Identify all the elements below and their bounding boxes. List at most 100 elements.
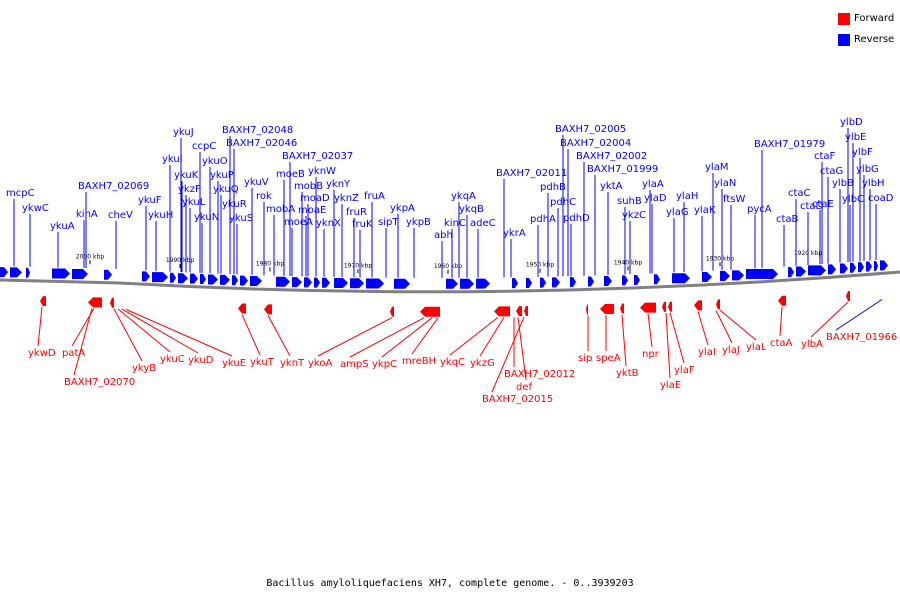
reverse-gene-label: ykpB [406, 217, 431, 228]
reverse-gene-arrow [304, 277, 312, 288]
reverse-gene-arrow [866, 261, 872, 272]
reverse-gene-arrow [152, 272, 168, 283]
forward-gene-label: ylaI [698, 347, 716, 358]
reverse-gene-arrow [746, 268, 778, 279]
reverse-gene-label: yknW [308, 166, 336, 177]
reverse-gene-arrow [322, 277, 330, 288]
forward-gene-label: BAXH7_02070 [64, 377, 135, 388]
forward-gene-arrow [110, 297, 114, 308]
forward-label-leader [317, 317, 393, 357]
legend-reverse-label: Reverse [854, 34, 895, 45]
forward-gene-arrow [600, 304, 614, 315]
reverse-gene-label: ykuS [229, 213, 253, 224]
reverse-gene-arrow [880, 260, 888, 271]
reverse-gene-arrow [232, 275, 238, 286]
reverse-gene-label: ylbB [832, 178, 854, 189]
reverse-gene-arrow [874, 260, 878, 271]
scale-ticks: 2000 kbp 1990 kbp 1980 kbp 1970 kbp 1960 kbp… [76, 250, 822, 274]
scale-tick-label: 2000 kbp [76, 253, 104, 260]
legend: Forward Reverse [838, 8, 894, 50]
reverse-gene-arrow [702, 271, 712, 282]
forward-label-leader [267, 315, 291, 357]
reverse-gene-label: adeC [470, 218, 496, 229]
reverse-gene-label: yknX [316, 218, 341, 229]
figure-caption: Bacillus amyloliquefaciens XH7, complete… [266, 578, 634, 589]
reverse-gene-label: ylaM [705, 162, 728, 173]
reverse-gene-label: fruR [346, 207, 367, 218]
forward-gene-label: BAXH7_01966 [826, 332, 897, 343]
reverse-gene-label: ykuO [202, 156, 228, 167]
forward-gene-label: ykuC [160, 354, 185, 365]
reverse-gene-label: pdhA [530, 214, 556, 225]
forward-gene-arrow [620, 303, 624, 314]
forward-gene-label: BAXH7_02012 [504, 369, 575, 380]
reverse-gene-label: BAXH7_02004 [560, 138, 631, 149]
reverse-gene-label: ykuV [244, 177, 269, 188]
reverse-gene-label: ylaD [644, 193, 667, 204]
reverse-gene-label: kinC [444, 218, 466, 229]
reverse-gene-label: ykuJ [173, 127, 194, 138]
reverse-gene-label: sipT [378, 217, 399, 228]
reverse-gene-label: ctaB [776, 214, 799, 225]
reverse-gene-arrow [476, 278, 490, 289]
genome-backbone [0, 270, 900, 294]
forward-label-leader [810, 301, 849, 338]
reverse-gene-arrow [190, 273, 198, 284]
reverse-gene-arrow [366, 278, 384, 289]
reverse-gene-arrow [788, 267, 794, 278]
reverse-gene-arrow [104, 269, 112, 280]
forward-label-leader [241, 314, 261, 356]
forward-gene-label: ykyB [132, 363, 156, 374]
reverse-gene-label: kinA [76, 209, 98, 220]
reverse-gene-arrow [840, 263, 848, 274]
reverse-gene-arrow [588, 276, 594, 287]
forward-gene-label: yktB [616, 368, 639, 379]
forward-label-leader [665, 312, 671, 379]
reverse-gene-arrow [250, 275, 262, 286]
reverse-gene-arrow [178, 273, 188, 284]
reverse-gene-label: ylaK [694, 205, 716, 216]
reverse-gene-arrow [672, 273, 690, 284]
forward-label-leader [621, 314, 627, 367]
scale-tick-label: 1950 kbp [526, 262, 554, 269]
forward-label-leader [719, 309, 757, 341]
reverse-gene-label: yknZ [334, 193, 359, 204]
forward-label-leader [73, 308, 93, 376]
reverse-gene-arrow [540, 277, 546, 288]
reverse-gene-label: ccpC [192, 141, 216, 152]
forward-gene-label: ykzG [470, 358, 495, 369]
forward-label-leader [411, 317, 439, 355]
scale-tick-label: 1940 kbp [614, 259, 642, 266]
forward-gene-arrow [516, 306, 522, 317]
reverse-strand-genes [0, 260, 888, 289]
reverse-gene-label: pdhD [563, 213, 590, 224]
forward-gene-label: ykwD [28, 348, 56, 359]
scale-tick-label: 1980 kbp [256, 260, 284, 267]
forward-gene-label: def [516, 382, 533, 393]
reverse-gene-arrow [512, 278, 518, 289]
reverse-gene-label: mcpC [6, 188, 35, 199]
reverse-gene-label: ctaC [788, 188, 811, 199]
forward-gene-label: ylaF [674, 365, 695, 376]
reverse-gene-arrow [240, 275, 248, 286]
reverse-gene-label: fruK [352, 219, 373, 230]
reverse-gene-label: ylaG [666, 207, 689, 218]
reverse-gene-label: BAXH7_02005 [555, 124, 626, 135]
forward-gene-arrow [846, 291, 850, 302]
reverse-gene-label: coaD [868, 193, 894, 204]
forward-gene-label: speA [596, 353, 621, 364]
reverse-gene-label: ykuI [162, 154, 183, 165]
reverse-gene-label: ylaA [642, 179, 664, 190]
reverse-gene-label: BAXH7_02069 [78, 181, 149, 192]
forward-gene-arrow [494, 306, 510, 317]
reverse-gene-arrow [570, 277, 576, 288]
forward-gene-labels: ykwD patA BAXH7_02070 ykyB ykuC ykuD ykuE ykuT y… [28, 332, 897, 405]
reverse-gene-label: mobA [266, 204, 295, 215]
reverse-label-leaders [13, 128, 877, 278]
reverse-gene-arrow [858, 262, 864, 273]
reverse-gene-arrow [170, 272, 176, 283]
forward-gene-arrow [778, 295, 786, 306]
reverse-gene-arrow [552, 277, 560, 288]
reverse-gene-label: ctaE [812, 199, 834, 210]
scale-tick-label: 1990 kbp [166, 257, 194, 264]
